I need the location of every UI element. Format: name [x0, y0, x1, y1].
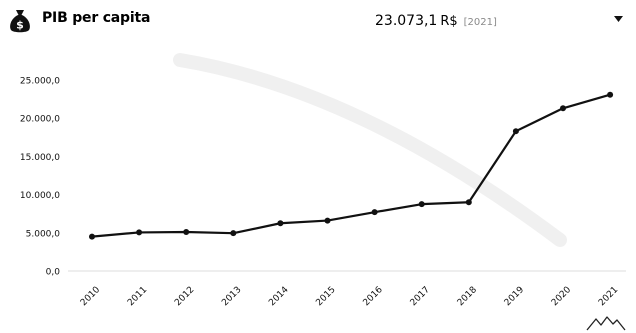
mountain-logo-icon	[586, 316, 626, 331]
x-tick-label: 2021	[597, 285, 620, 308]
current-value-group: 23.073,1 R$ [2021]	[375, 10, 497, 29]
data-point	[560, 105, 566, 112]
x-tick-label: 2018	[456, 285, 479, 308]
chart-title: PIB per capita	[42, 10, 151, 26]
data-point	[183, 229, 190, 236]
y-tick-label: 25.000,0	[20, 77, 60, 87]
current-value: 23.073,1	[375, 13, 438, 29]
y-tick-label: 20.000,0	[20, 115, 60, 125]
current-value-year: [2021]	[463, 17, 497, 28]
data-point	[607, 91, 614, 98]
data-point	[230, 230, 237, 237]
x-tick-label: 2014	[267, 285, 290, 308]
x-tick-label: 2010	[79, 285, 102, 308]
data-point	[136, 229, 143, 236]
x-tick-label: 2019	[503, 285, 526, 308]
svg-text:$: $	[16, 19, 24, 32]
current-value-unit: R$	[440, 14, 458, 29]
data-point	[465, 199, 472, 206]
x-tick-label: 2013	[220, 285, 243, 308]
series-line	[91, 93, 611, 238]
x-tick-label: 2011	[126, 285, 149, 308]
data-point	[512, 128, 519, 135]
chart-header: $ PIB per capita 23.073,1 R$ [2021]	[0, 0, 636, 40]
x-tick-label: 2012	[173, 285, 196, 308]
y-tick-label: 10.000,0	[20, 191, 60, 201]
data-point	[418, 201, 425, 208]
data-point	[89, 233, 95, 240]
x-tick-label: 2016	[362, 285, 385, 308]
x-tick-label: 2015	[314, 285, 337, 308]
chevron-down-icon[interactable]	[614, 16, 623, 22]
data-point	[371, 209, 378, 216]
y-tick-label: 15.000,0	[20, 153, 60, 163]
y-tick-label: 5.000,0	[26, 229, 61, 239]
x-tick-label: 2017	[409, 285, 432, 308]
x-tick-label: 2020	[550, 285, 573, 308]
data-point	[324, 217, 331, 224]
money-bag-icon: $	[10, 10, 30, 33]
y-tick-label: 0,0	[46, 268, 61, 278]
data-point	[277, 220, 284, 227]
